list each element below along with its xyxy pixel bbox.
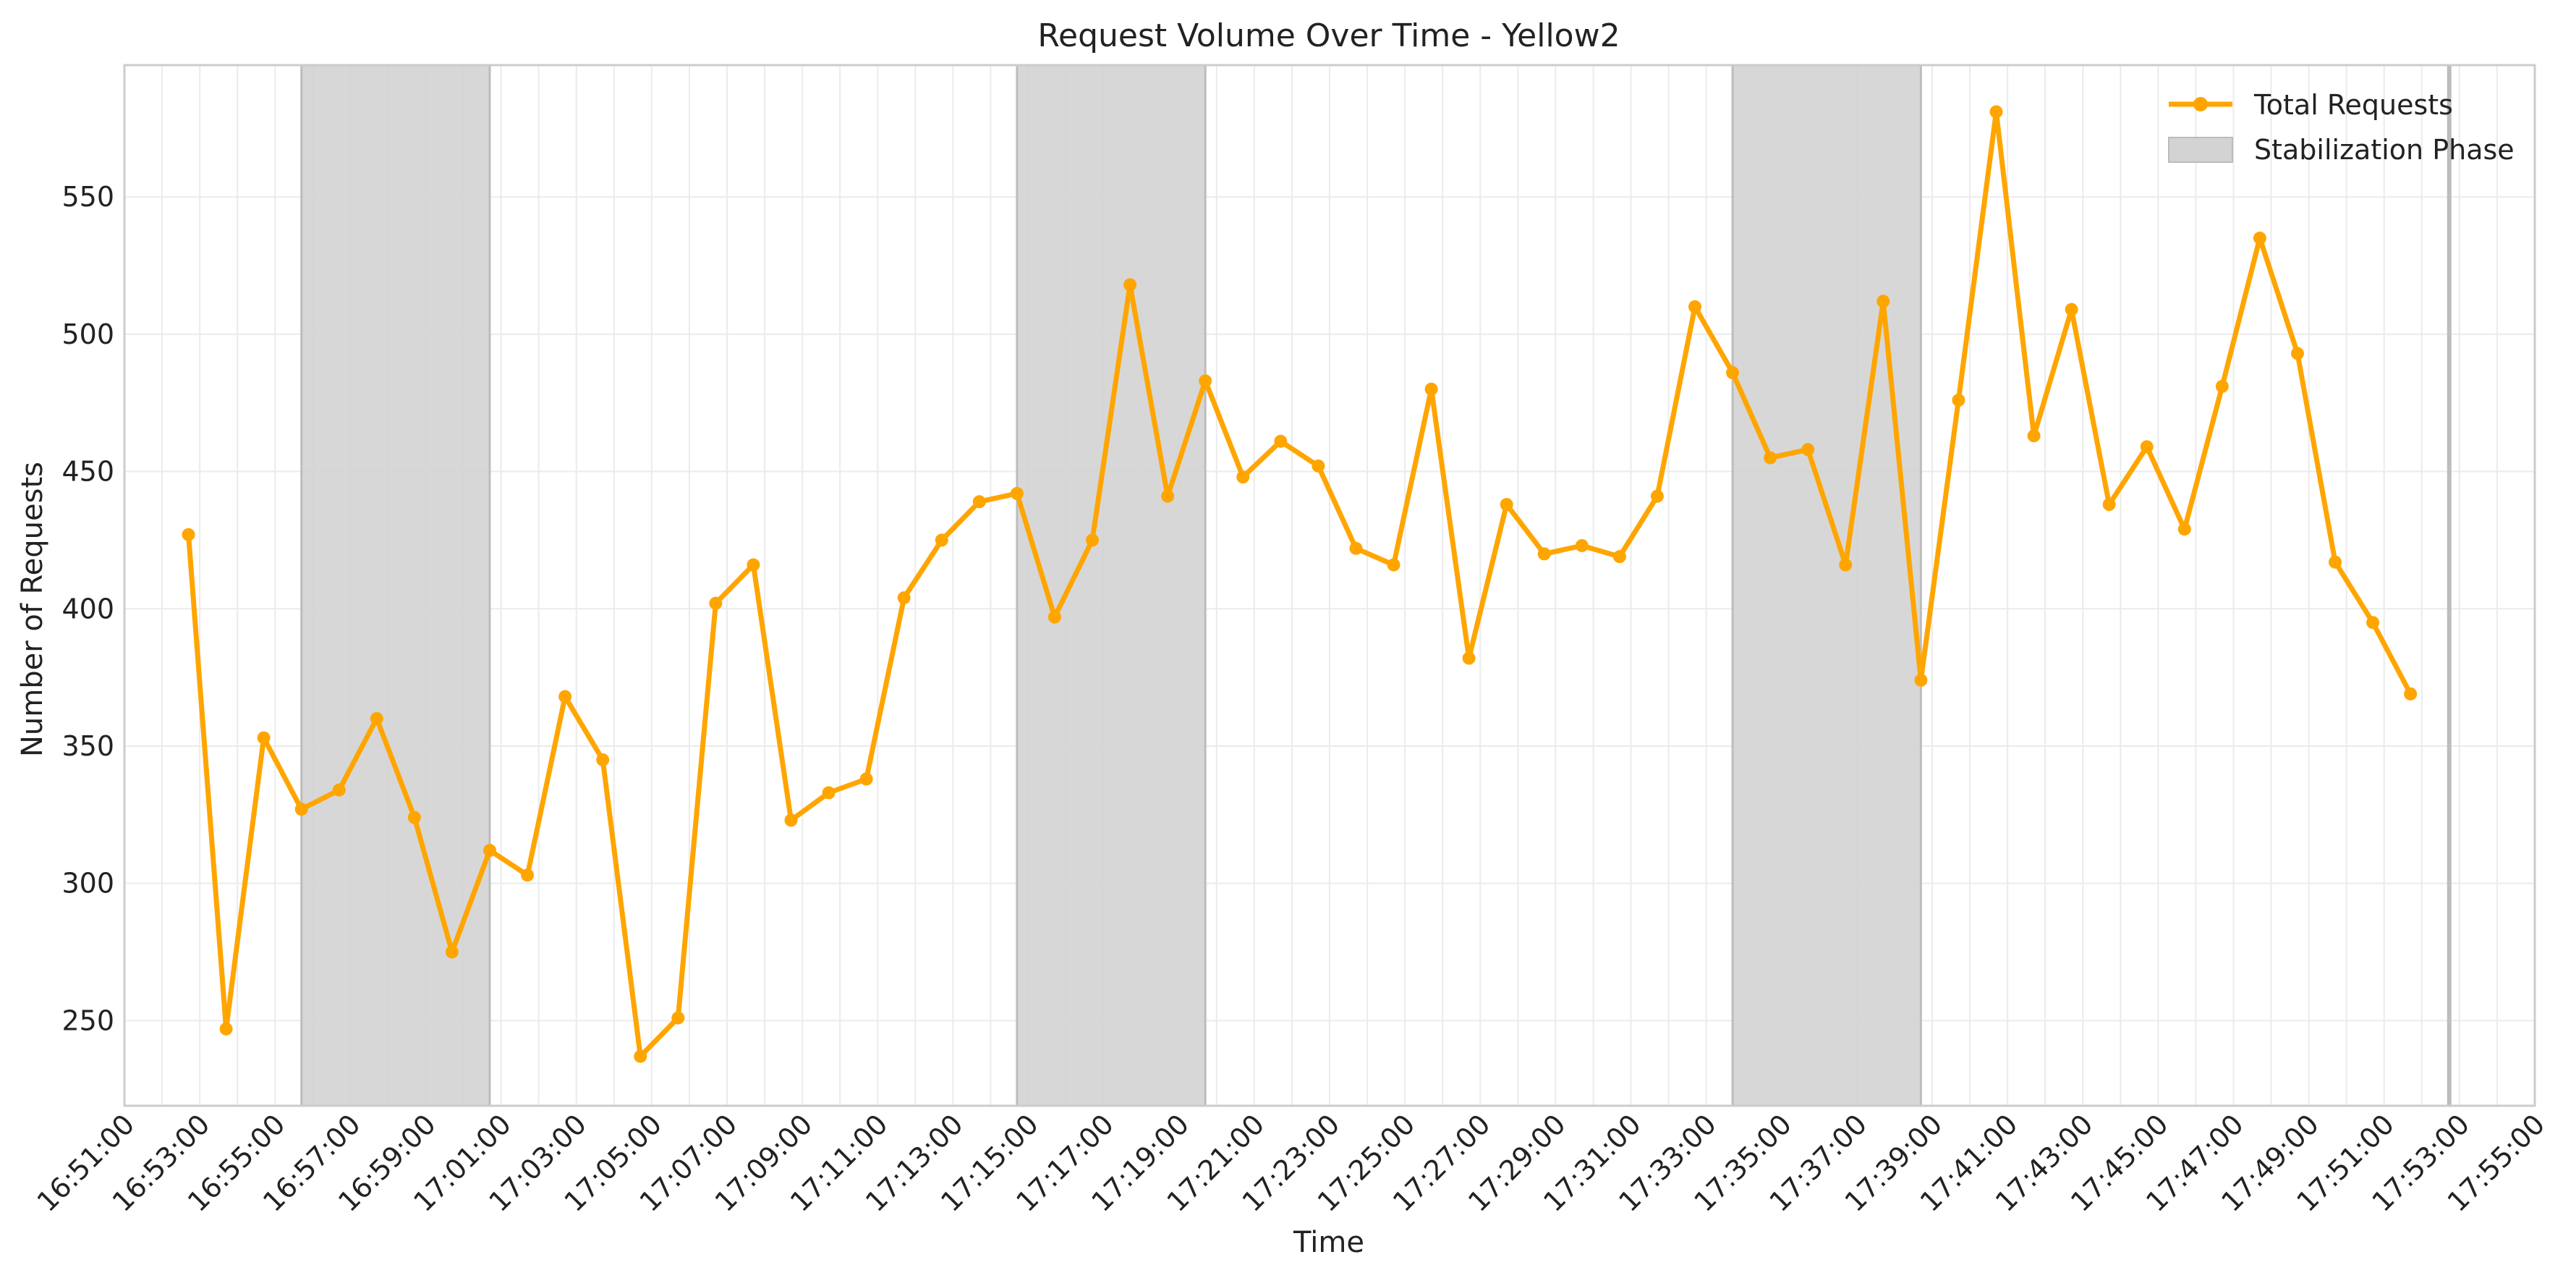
data-point xyxy=(1650,489,1664,503)
data-point xyxy=(972,495,986,509)
data-point xyxy=(1801,443,1815,457)
data-point xyxy=(1537,547,1551,561)
data-point xyxy=(822,786,836,800)
plot-border xyxy=(123,64,2536,1107)
y-axis-label: Number of Requests xyxy=(16,462,49,757)
data-point xyxy=(634,1049,647,1063)
data-point xyxy=(1274,434,1288,448)
data-point xyxy=(2102,498,2116,512)
data-point xyxy=(784,813,798,827)
data-point xyxy=(2177,522,2191,536)
x-axis-label: Time xyxy=(1293,1226,1364,1259)
data-point xyxy=(1612,550,1626,564)
data-point xyxy=(1387,558,1400,572)
y-tick-label: 500 xyxy=(61,318,114,350)
data-point xyxy=(671,1011,685,1025)
data-point xyxy=(1349,541,1363,555)
y-tick-label: 400 xyxy=(61,593,114,625)
stabilization-region xyxy=(1731,64,1922,1107)
data-point xyxy=(2140,440,2154,454)
y-tick-label: 450 xyxy=(61,456,114,488)
data-point xyxy=(1010,486,1024,500)
data-point xyxy=(182,528,195,541)
data-point xyxy=(407,811,421,824)
data-point xyxy=(294,803,308,816)
data-point xyxy=(1424,382,1438,396)
data-point xyxy=(1462,651,1476,665)
data-point xyxy=(558,690,572,703)
data-point xyxy=(897,591,911,605)
data-point xyxy=(219,1022,233,1036)
chart-title: Request Volume Over Time - Yellow2 xyxy=(1037,17,1620,54)
data-point xyxy=(1688,300,1702,313)
data-point xyxy=(332,783,346,797)
data-point xyxy=(747,558,760,572)
data-point xyxy=(2027,429,2041,443)
data-point xyxy=(1726,365,1740,379)
data-point xyxy=(2366,616,2380,630)
data-point xyxy=(935,533,948,547)
data-point xyxy=(1123,278,1137,292)
data-point xyxy=(2329,555,2342,569)
data-point xyxy=(1236,470,1250,484)
x-axis-ticks: 16:51:0016:53:0016:55:0016:57:0016:59:00… xyxy=(31,1108,2551,1218)
y-axis-ticks: 250 300 350 400 450 500 550 xyxy=(61,181,114,1036)
legend-label-stabilization-phase: Stabilization Phase xyxy=(2254,134,2515,166)
y-tick-label: 300 xyxy=(61,868,114,900)
data-point xyxy=(2065,302,2078,316)
data-point xyxy=(1952,393,1965,407)
data-point xyxy=(1047,610,1061,624)
data-point xyxy=(2404,687,2418,701)
data-points xyxy=(182,105,2418,1063)
stabilization-region xyxy=(300,64,491,1107)
data-point xyxy=(1876,295,1890,308)
data-point xyxy=(445,945,459,959)
data-point xyxy=(709,596,723,610)
legend: Total Requests Stabilization Phase xyxy=(2168,89,2515,166)
data-point xyxy=(1312,459,1325,473)
data-point xyxy=(1914,673,1928,687)
data-point xyxy=(1500,498,1513,512)
data-point xyxy=(1199,374,1212,388)
data-point xyxy=(370,712,383,726)
legend-point-swatch xyxy=(2193,97,2208,111)
data-point xyxy=(1989,105,2003,119)
plot-area xyxy=(123,64,2536,1107)
data-point xyxy=(2291,347,2305,360)
series-line-total-requests xyxy=(186,109,2413,1059)
data-point xyxy=(1575,538,1589,552)
stabilization-region xyxy=(2447,64,2452,1107)
data-point xyxy=(1086,533,1100,547)
data-point xyxy=(1161,489,1175,503)
data-point xyxy=(521,868,535,882)
data-point xyxy=(1839,558,1853,572)
y-tick-label: 350 xyxy=(61,730,114,762)
data-point xyxy=(1764,451,1777,465)
legend-shade-swatch xyxy=(2168,137,2233,163)
data-point xyxy=(483,844,497,858)
y-tick-label: 250 xyxy=(61,1004,114,1036)
legend-label-total-requests: Total Requests xyxy=(2253,89,2453,121)
data-point xyxy=(2215,379,2229,393)
y-tick-label: 550 xyxy=(61,181,114,213)
data-point xyxy=(859,772,873,786)
data-point xyxy=(596,753,610,766)
data-point xyxy=(257,731,271,745)
data-point xyxy=(2253,232,2266,245)
